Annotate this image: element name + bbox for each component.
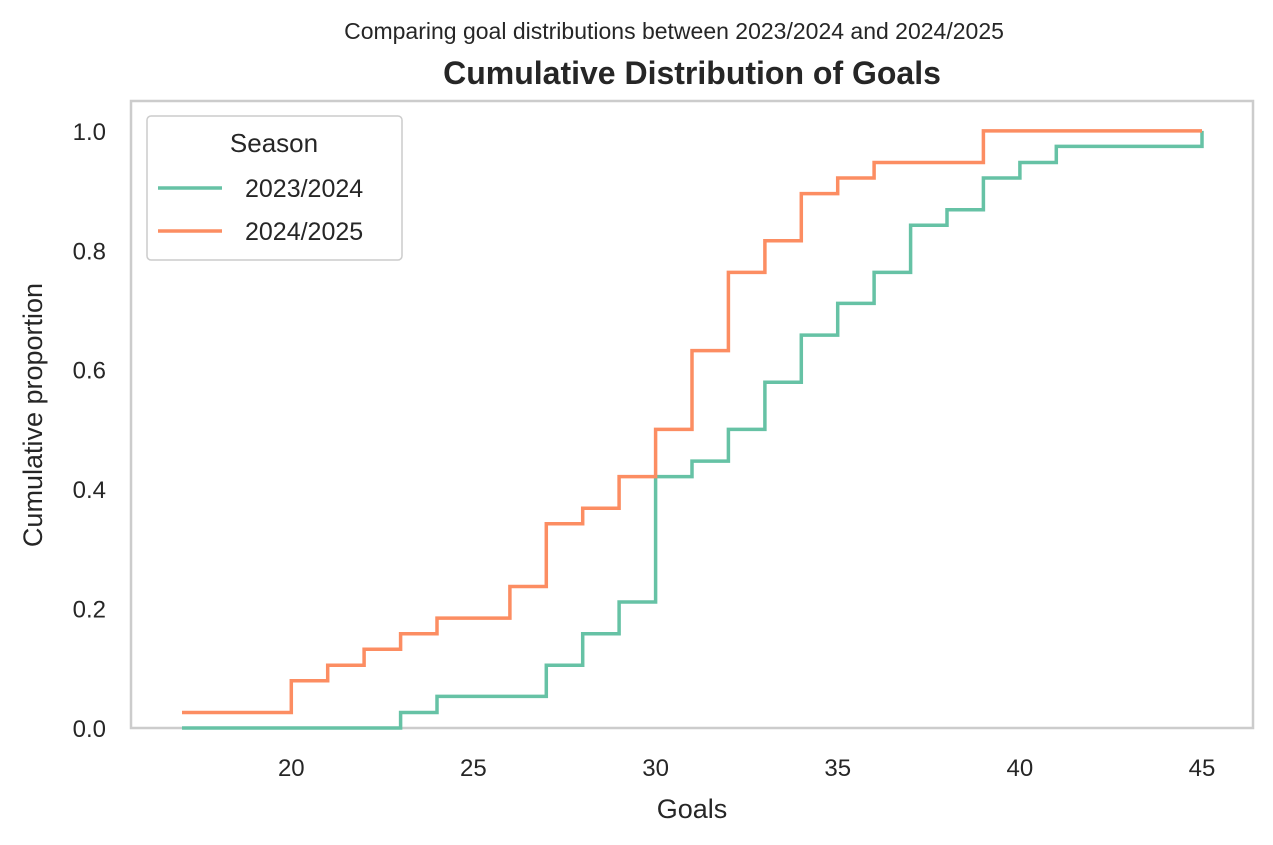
y-tick-label: 0.0 (73, 716, 106, 743)
plot-frame (129, 99, 1255, 730)
x-tick-labels: 20 25 30 35 40 45 (278, 755, 1215, 782)
legend-box (146, 115, 403, 261)
chart-title: Cumulative Distribution of Goals (443, 55, 941, 91)
x-tick-label: 35 (824, 755, 851, 782)
y-tick-label: 1.0 (73, 119, 106, 146)
legend-label-2023-2024: 2023/2024 (245, 175, 363, 203)
x-axis-label: Goals (657, 794, 728, 824)
legend-label-2024-2025: 2024/2025 (245, 218, 363, 246)
y-tick-label: 0.4 (73, 477, 106, 504)
x-tick-label: 25 (460, 755, 487, 782)
series-line-2024-2025 (182, 129, 1202, 715)
x-tick-label: 40 (1007, 755, 1034, 782)
chart-suptitle: Comparing goal distributions between 202… (344, 18, 1004, 44)
legend-title: Season (230, 128, 318, 158)
y-tick-labels: 0.0 0.2 0.4 0.6 0.8 1.0 (73, 119, 106, 743)
y-tick-label: 0.6 (73, 358, 106, 385)
series-layer (182, 129, 1204, 730)
x-tick-label: 30 (642, 755, 669, 782)
series-line-2023-2024 (182, 130, 1204, 730)
y-axis-label: Cumulative proportion (18, 283, 48, 547)
y-tick-label: 0.2 (73, 597, 106, 624)
legend: Season 2023/2024 2024/2025 (146, 115, 403, 261)
y-tick-label: 0.8 (73, 238, 106, 265)
x-tick-label: 45 (1189, 755, 1216, 782)
x-tick-label: 20 (278, 755, 305, 782)
